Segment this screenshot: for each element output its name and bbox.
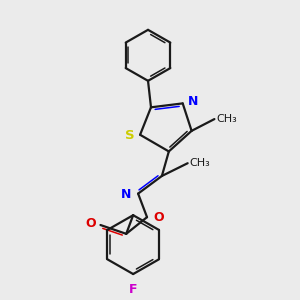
Text: CH₃: CH₃: [216, 114, 237, 124]
Text: F: F: [129, 283, 137, 296]
Text: CH₃: CH₃: [190, 158, 210, 168]
Text: N: N: [188, 95, 198, 108]
Text: O: O: [153, 211, 164, 224]
Text: N: N: [121, 188, 131, 201]
Text: O: O: [85, 217, 95, 230]
Text: S: S: [124, 129, 134, 142]
